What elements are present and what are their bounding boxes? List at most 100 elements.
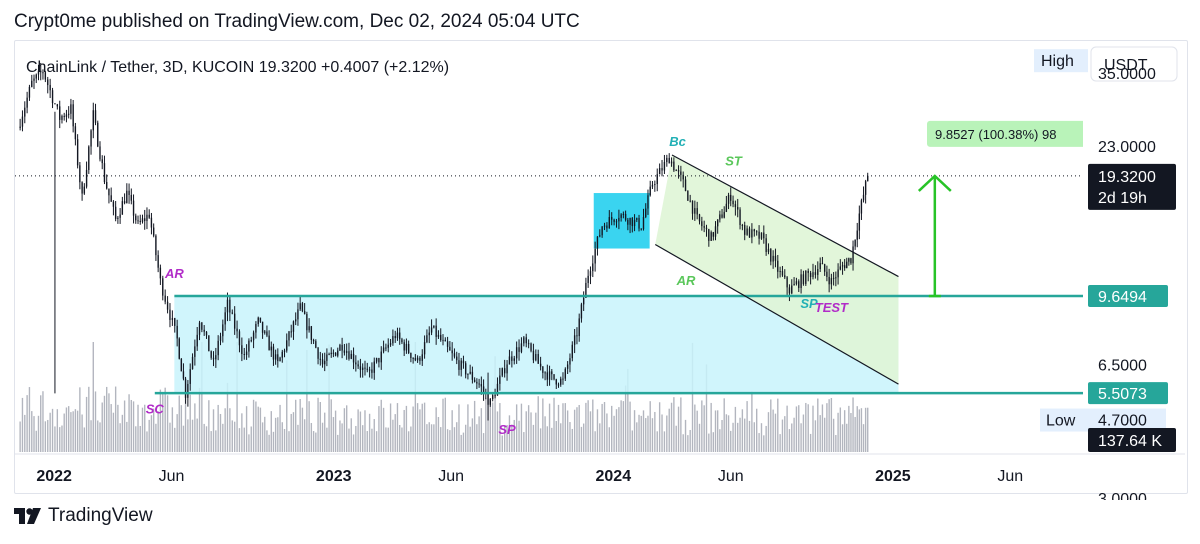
volume-bar: [112, 412, 115, 452]
candle-body: [135, 215, 137, 221]
tradingview-logo[interactable]: TradingView: [14, 505, 153, 527]
volume-bar: [638, 414, 640, 452]
volume-bar: [191, 419, 194, 452]
candle-body: [860, 200, 863, 214]
volume-bar: [633, 410, 636, 452]
candle-body: [112, 201, 115, 207]
volume-bar: [345, 405, 348, 452]
candle-body: [421, 354, 423, 361]
candle-body: [719, 214, 721, 220]
volume-bar: [645, 418, 647, 452]
volume-bar: [856, 406, 858, 452]
candle-body: [317, 347, 319, 359]
candle-body: [241, 345, 243, 355]
volume-badge-value: 137.64 K: [1098, 433, 1162, 450]
candle-body: [858, 213, 861, 231]
volume-bar: [712, 432, 715, 452]
candle-body: [830, 278, 833, 285]
volume-bar: [551, 427, 553, 452]
candle-body: [419, 357, 421, 361]
volume-bar: [103, 395, 106, 452]
volume-bar: [464, 424, 467, 452]
currency-button[interactable]: USDT: [1104, 57, 1148, 74]
volume-bar: [480, 408, 483, 452]
x-tick-label: Jun: [438, 468, 464, 485]
volume-bar: [501, 435, 503, 452]
volume-bar: [19, 421, 21, 452]
candle-body: [21, 116, 24, 127]
volume-bar: [99, 422, 101, 452]
volume-bar: [101, 402, 103, 452]
volume-bar: [85, 396, 88, 452]
candle-body: [491, 395, 494, 399]
volume-bar: [640, 415, 642, 452]
candle-body: [42, 72, 44, 74]
volume-bar: [414, 342, 417, 452]
candle-body: [150, 217, 153, 228]
volume-bar: [535, 412, 537, 452]
volume-bar: [35, 430, 37, 452]
wyckoff-label: Bc: [669, 134, 686, 149]
level-badge-bg: [1088, 382, 1168, 405]
candle-body: [176, 325, 178, 339]
candle-body: [737, 207, 739, 210]
candle-body: [705, 227, 708, 230]
volume-bar: [412, 406, 414, 452]
volume-bar: [198, 387, 201, 452]
volume-bar: [297, 424, 299, 452]
volume-bar: [682, 434, 684, 452]
volume-bar: [823, 417, 826, 452]
volume-bar: [319, 402, 321, 452]
candle-body: [506, 364, 508, 374]
candle-body: [103, 163, 106, 183]
candle-body: [257, 317, 259, 325]
volume-bar: [337, 434, 339, 452]
candle-body: [375, 358, 378, 362]
candle-body: [54, 103, 56, 105]
candle-body: [755, 231, 758, 233]
volume-bar: [236, 342, 238, 452]
x-tick-label: 2024: [596, 468, 632, 485]
candle-body: [592, 263, 594, 272]
volume-bar: [781, 419, 784, 452]
candle-body: [306, 314, 308, 331]
volume-bar: [419, 409, 421, 452]
candle-body: [807, 270, 809, 273]
volume-bar: [496, 411, 499, 452]
candle-body: [51, 90, 54, 104]
volume-bar: [83, 427, 86, 452]
volume-bar: [33, 416, 35, 452]
candle-body: [248, 340, 250, 352]
candle-body: [198, 322, 201, 335]
volume-bar: [155, 423, 157, 452]
candle-body: [332, 352, 335, 354]
candle-body: [392, 336, 394, 344]
volume-bar: [90, 420, 92, 452]
candle-body: [701, 221, 703, 227]
volume-bar: [352, 434, 355, 452]
volume-bar: [793, 417, 795, 452]
candle-body: [727, 194, 730, 204]
volume-bar: [473, 400, 476, 452]
candle-body: [81, 182, 83, 194]
volume-bar: [744, 418, 746, 452]
volume-bar: [128, 394, 130, 452]
candle-body: [233, 313, 236, 329]
candle-body: [848, 258, 850, 262]
high-badge-bg: [1034, 49, 1088, 73]
candle-body: [791, 285, 793, 294]
candle-body: [236, 328, 238, 332]
volume-bar: [518, 420, 520, 452]
candle-body: [508, 356, 511, 365]
volume-bar: [217, 404, 219, 452]
candle-body: [594, 248, 596, 264]
candle-body: [37, 70, 40, 75]
candle-body: [645, 208, 647, 218]
low-value: 4.7000: [1098, 413, 1147, 430]
volume-bar: [716, 410, 719, 452]
volume-bar: [341, 423, 343, 452]
candle-body: [460, 360, 462, 370]
candle-body: [640, 228, 642, 230]
candle-body: [802, 274, 805, 284]
